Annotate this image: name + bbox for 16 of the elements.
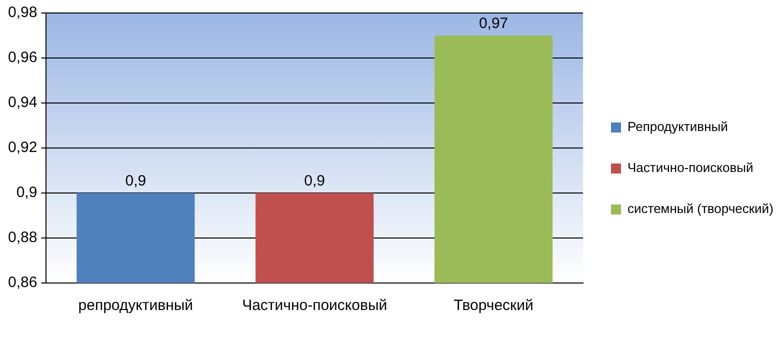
data-label: 0,97 (478, 15, 508, 32)
legend-label: Частично-поисковый (628, 160, 754, 176)
x-tick-label: Творческий (454, 297, 534, 314)
legend-label: Репродуктивный (628, 119, 728, 134)
data-label: 0,9 (304, 172, 326, 190)
y-tick-label: 0,86 (8, 274, 38, 292)
y-tick-label: 0,96 (8, 49, 38, 66)
y-tick-label: 0,98 (8, 4, 38, 22)
y-tick-label: 0,88 (8, 229, 38, 246)
y-tick-label: 0,94 (8, 94, 38, 112)
y-tick-label: 0,9 (16, 184, 38, 202)
data-label: 0,9 (125, 172, 146, 190)
y-tick-label: 0,92 (8, 139, 38, 156)
legend-label: системный (творческий) (628, 201, 774, 216)
x-tick-label: репродуктивный (78, 297, 194, 314)
x-tick-label: Частично-поисковый (242, 297, 388, 314)
